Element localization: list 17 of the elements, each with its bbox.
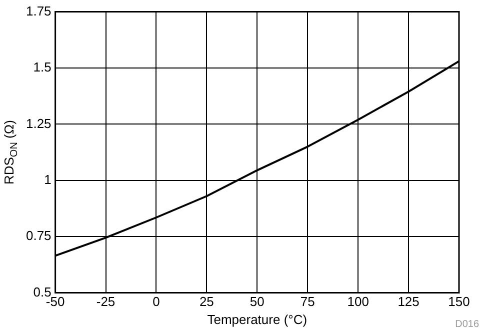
y-tick-label: 1.5 <box>33 60 52 75</box>
x-tick-label: -25 <box>96 294 116 310</box>
x-tick-label: 0 <box>152 294 160 310</box>
x-tick-label: 100 <box>347 294 369 310</box>
x-axis-title: Temperature (°C) <box>207 312 308 327</box>
y-tick-label: 0.5 <box>33 284 52 300</box>
x-tick-label: 125 <box>398 294 420 310</box>
y-tick-label: 1.75 <box>26 3 52 18</box>
x-tick-label: 75 <box>300 294 315 310</box>
y-tick-label: 0.75 <box>26 228 52 244</box>
x-tick-label: 150 <box>448 294 470 310</box>
y-tick-label: 1.25 <box>26 116 52 131</box>
text: D016 <box>455 318 480 330</box>
x-tick-label: 25 <box>199 294 214 310</box>
y-axis-title: RDSON (Ω) <box>2 120 20 185</box>
y-tick-label: 1 <box>44 172 52 187</box>
x-tick-label: 50 <box>250 294 264 310</box>
